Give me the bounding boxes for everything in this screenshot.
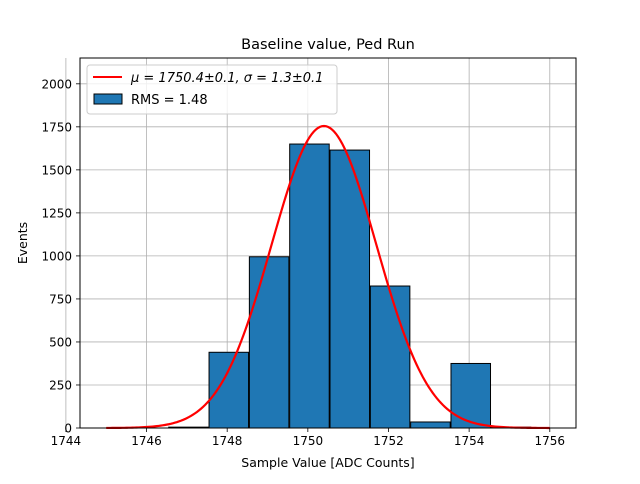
- x-tick-label: 1754: [454, 434, 485, 448]
- legend-histogram-label: RMS = 1.48: [131, 93, 208, 108]
- legend-fit-label: μ = 1750.4±0.1, σ = 1.3±0.1: [130, 71, 323, 86]
- chart-title: Baseline value, Ped Run: [241, 37, 415, 53]
- histogram-bar: [329, 149, 371, 429]
- histogram-bar: [450, 362, 492, 429]
- x-tick-label: 1744: [51, 434, 82, 448]
- x-tick-label: 1750: [293, 434, 324, 448]
- legend: μ = 1750.4±0.1, σ = 1.3±0.1 RMS = 1.48: [86, 64, 338, 115]
- y-tick-label: 1250: [41, 206, 72, 220]
- histogram-bar: [289, 143, 330, 429]
- x-axis-ticks: 1744 1746 1748 1750 1752 1754 1756: [51, 428, 565, 448]
- y-tick-label: 750: [49, 292, 72, 306]
- y-axis-label: Events: [15, 222, 30, 264]
- y-tick-label: 1750: [41, 120, 72, 134]
- histogram-bar: [248, 256, 290, 429]
- x-tick-label: 1748: [212, 434, 243, 448]
- gaussian-fit-curve: [106, 124, 550, 430]
- x-axis-label: Sample Value [ADC Counts]: [241, 455, 414, 470]
- y-tick-label: 250: [49, 378, 72, 392]
- y-tick-label: 2000: [41, 77, 72, 91]
- y-axis-ticks: 0 250 500 750 1000 1250 1500 1750 2000: [41, 77, 80, 436]
- legend-box: [86, 64, 338, 115]
- y-tick-label: 500: [49, 335, 72, 349]
- x-tick-label: 1746: [131, 434, 162, 448]
- histogram-bar: [369, 285, 411, 429]
- plot-frame: [79, 57, 577, 429]
- histogram-bar: [208, 351, 250, 429]
- y-tick-label: 1000: [41, 249, 72, 263]
- histogram-bar: [410, 421, 451, 429]
- y-tick-label: 1500: [41, 163, 72, 177]
- x-tick-label: 1752: [373, 434, 404, 448]
- x-tick-label: 1756: [535, 434, 566, 448]
- y-tick-label: 0: [64, 422, 72, 436]
- legend-histogram-swatch: [93, 93, 123, 105]
- fit-curve-group: [106, 124, 550, 430]
